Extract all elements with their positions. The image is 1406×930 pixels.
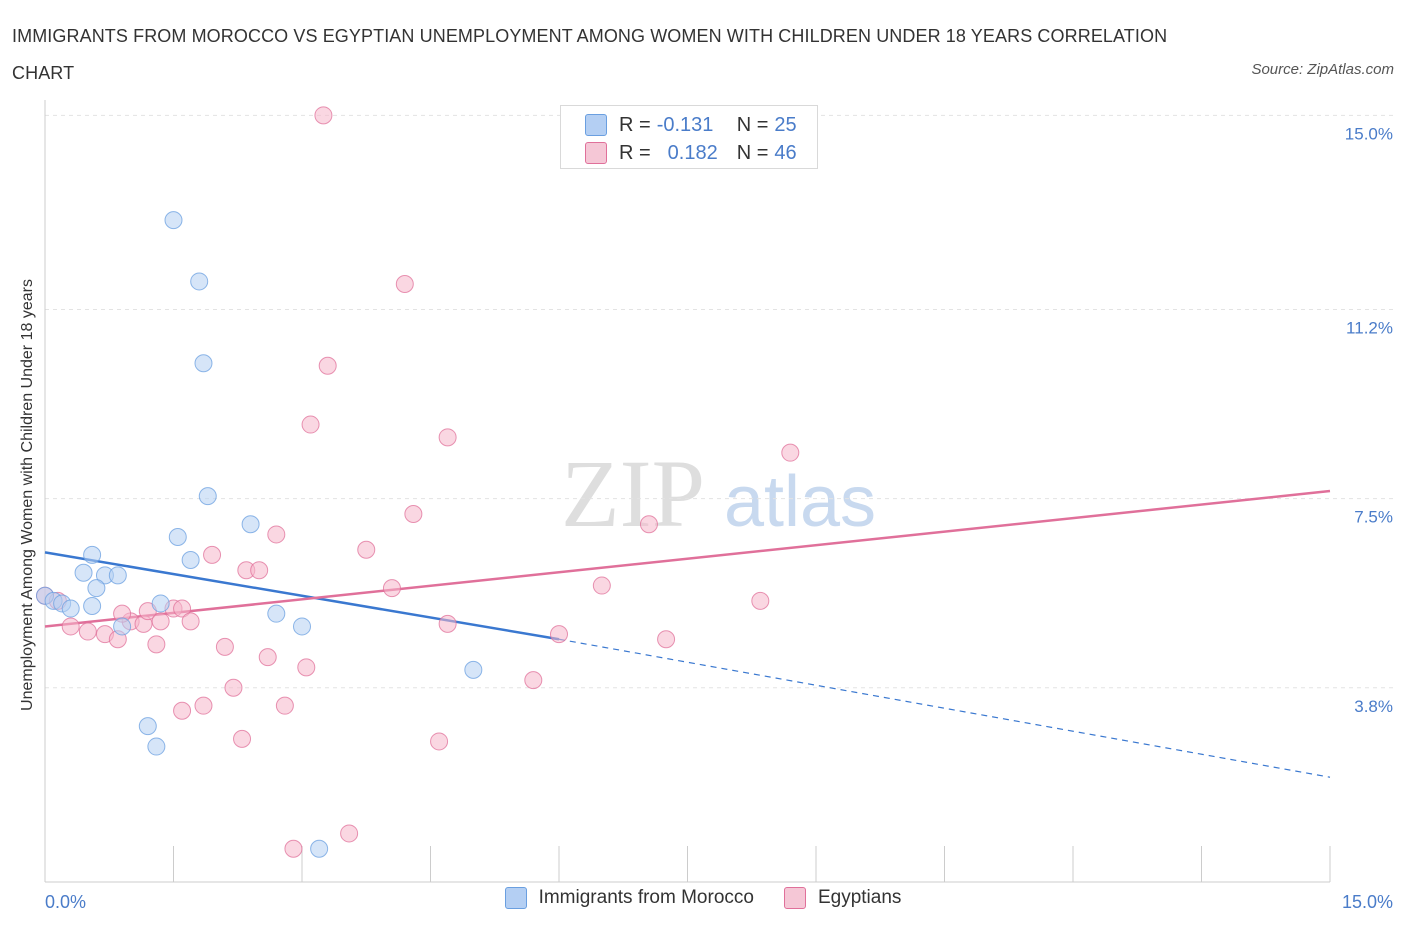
point-morocco	[164, 211, 183, 230]
point-egyptians	[639, 515, 658, 534]
point-egyptians	[550, 625, 568, 644]
legend-r-label: R =	[619, 141, 651, 164]
legend-r-value: -0.131	[656, 113, 714, 136]
y-tick-label: 15.0%	[1345, 124, 1393, 143]
legend-swatch-egyptians	[585, 142, 607, 164]
legend-item-morocco[interactable]: Immigrants from Morocco	[504, 887, 754, 909]
point-egyptians	[318, 356, 337, 375]
point-morocco	[151, 594, 170, 613]
point-morocco	[181, 551, 200, 569]
point-morocco	[293, 617, 311, 636]
point-morocco	[83, 545, 102, 564]
point-egyptians	[340, 824, 359, 843]
x-tick-label: 0.0%	[45, 892, 86, 912]
legend-n-value: 25	[774, 113, 797, 136]
legend-n-value: 46	[774, 141, 797, 164]
point-egyptians	[284, 839, 303, 858]
point-egyptians	[267, 525, 286, 544]
legend-r-label: R =	[619, 113, 651, 136]
point-morocco	[168, 528, 187, 546]
legend-swatch-egyptians	[783, 887, 806, 909]
legend-label-morocco: Immigrants from Morocco	[538, 887, 754, 908]
point-morocco	[74, 563, 93, 582]
point-morocco	[241, 515, 260, 534]
legend-swatch-morocco	[585, 114, 607, 136]
legend-row-morocco: R = -0.131 N = 25	[585, 112, 797, 138]
point-egyptians	[203, 545, 222, 564]
y-tick-label: 11.2%	[1346, 319, 1393, 338]
y-tick-label: 7.5%	[1354, 508, 1393, 527]
point-egyptians	[215, 637, 234, 656]
trend-line-morocco-extension	[558, 638, 1331, 778]
point-egyptians	[181, 612, 200, 631]
point-egyptians	[147, 635, 166, 654]
point-egyptians	[151, 612, 170, 631]
x-tick-label: 15.0%	[1342, 892, 1393, 912]
source-label: Source: ZipAtlas.com	[1251, 61, 1394, 78]
y-tick-label: 3.8%	[1354, 697, 1393, 716]
point-egyptians	[430, 732, 449, 751]
chart-title: IMMIGRANTS FROM MOROCCO VS EGYPTIAN UNEM…	[12, 26, 1168, 83]
point-morocco	[61, 599, 80, 618]
point-egyptians	[78, 622, 97, 641]
point-egyptians	[224, 678, 243, 697]
point-egyptians	[314, 106, 333, 125]
point-egyptians	[382, 579, 401, 598]
trend-line-morocco	[44, 551, 560, 641]
trend-lines	[44, 489, 1331, 778]
correlation-legend: R = -0.131 N = 25 R = 0.182 N = 46	[560, 105, 818, 169]
point-morocco	[190, 272, 209, 291]
point-egyptians	[524, 671, 543, 690]
point-egyptians	[592, 576, 611, 595]
point-morocco	[147, 737, 166, 756]
point-egyptians	[61, 617, 80, 636]
point-egyptians	[395, 275, 414, 293]
axes	[44, 100, 1331, 883]
point-egyptians	[173, 599, 192, 618]
point-egyptians	[275, 696, 294, 715]
legend-n-label: N =	[736, 141, 769, 164]
point-egyptians	[438, 428, 457, 447]
point-morocco	[198, 487, 217, 506]
point-egyptians	[233, 729, 252, 748]
point-morocco	[464, 660, 483, 679]
grid-lines	[45, 114, 1395, 689]
point-egyptians	[357, 540, 376, 559]
point-egyptians	[438, 614, 457, 633]
point-egyptians	[657, 630, 676, 649]
point-egyptians	[258, 648, 277, 667]
point-egyptians	[297, 658, 316, 677]
point-egyptians	[301, 415, 320, 434]
series-legend: Immigrants from Morocco Egyptians	[0, 887, 1406, 909]
legend-item-egyptians[interactable]: Egyptians	[783, 887, 902, 909]
tick-labels: 15.0% 11.2% 7.5% 3.8% 0.0% 15.0%	[45, 124, 1393, 912]
point-morocco	[267, 604, 286, 623]
data-points	[36, 106, 800, 858]
point-morocco	[108, 566, 127, 585]
point-egyptians	[404, 505, 423, 523]
point-morocco	[310, 839, 329, 858]
trend-line-egyptians	[44, 489, 1331, 628]
point-egyptians	[250, 561, 269, 580]
legend-r-value: 0.182	[667, 141, 718, 164]
watermark-atlas: atlas	[724, 462, 876, 542]
watermark-zip: ZIP	[561, 440, 705, 547]
legend-label-egyptians: Egyptians	[817, 887, 902, 908]
point-morocco	[113, 617, 132, 636]
legend-swatch-morocco	[504, 887, 527, 909]
point-egyptians	[173, 701, 192, 720]
point-egyptians	[751, 591, 770, 610]
point-egyptians	[781, 443, 800, 462]
point-egyptians	[194, 696, 213, 715]
legend-row-egyptians: R = 0.182 N = 46	[585, 140, 797, 166]
point-morocco	[194, 354, 213, 373]
point-morocco	[87, 579, 106, 598]
legend-n-label: N =	[736, 113, 769, 136]
point-morocco	[138, 717, 157, 736]
point-morocco	[83, 597, 102, 615]
